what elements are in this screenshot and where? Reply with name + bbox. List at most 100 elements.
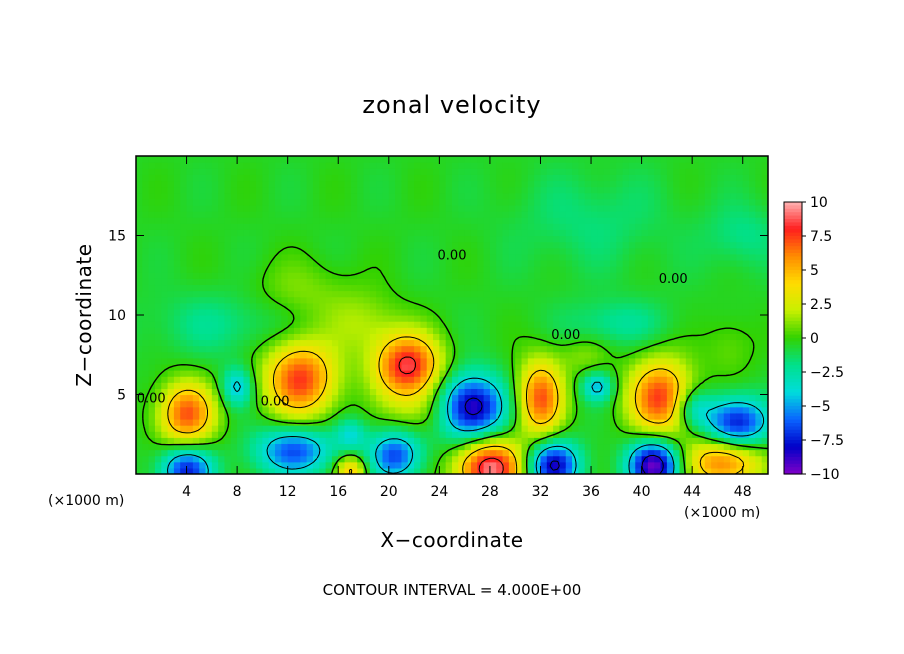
heatmap-cell xyxy=(452,168,459,175)
heatmap-cell xyxy=(635,223,643,230)
heatmap-cell xyxy=(186,363,194,371)
heatmap-cell xyxy=(616,363,624,371)
heatmap-cell xyxy=(148,302,156,310)
heatmap-cell xyxy=(540,156,548,163)
heatmap-cell xyxy=(136,308,143,316)
heatmap-cell xyxy=(211,296,219,304)
heatmap-cell xyxy=(483,229,491,237)
heatmap-cell xyxy=(199,284,207,292)
heatmap-cell xyxy=(616,296,624,304)
heatmap-cell xyxy=(256,296,263,304)
heatmap-cell xyxy=(483,241,491,249)
heatmap-cell xyxy=(388,278,396,286)
heatmap-cell xyxy=(679,290,687,298)
heatmap-cell xyxy=(414,339,421,347)
heatmap-cell xyxy=(414,229,421,237)
heatmap-cell xyxy=(433,235,440,243)
heatmap-cell xyxy=(584,198,592,206)
heatmap-cell xyxy=(325,278,333,286)
heatmap-cell xyxy=(136,211,143,218)
heatmap-cell xyxy=(666,400,674,408)
heatmap-cell xyxy=(237,394,245,402)
heatmap-cell xyxy=(452,339,459,347)
heatmap-cell xyxy=(230,406,238,414)
heatmap-cell xyxy=(363,321,371,328)
heatmap-cell xyxy=(319,259,327,267)
heatmap-cell xyxy=(376,204,384,212)
heatmap-cell xyxy=(357,431,365,438)
heatmap-cell xyxy=(730,278,737,286)
heatmap-cell xyxy=(319,253,327,261)
heatmap-cell xyxy=(142,425,150,432)
heatmap-cell xyxy=(350,394,358,402)
heatmap-cell xyxy=(565,290,573,298)
heatmap-cell xyxy=(224,162,232,169)
heatmap-cell xyxy=(439,186,447,194)
heatmap-cell xyxy=(616,461,624,469)
heatmap-cell xyxy=(603,211,611,218)
heatmap-cell xyxy=(186,321,194,328)
heatmap-cell xyxy=(685,229,693,237)
heatmap-cell xyxy=(527,156,535,163)
heatmap-cell xyxy=(211,198,219,206)
heatmap-cell xyxy=(300,406,308,414)
heatmap-cell xyxy=(344,351,352,359)
heatmap-cell xyxy=(294,449,301,457)
heatmap-cell xyxy=(382,339,390,347)
heatmap-cell xyxy=(704,321,712,328)
heatmap-cell xyxy=(546,351,554,359)
heatmap-cell xyxy=(167,192,175,200)
heatmap-cell xyxy=(635,241,643,249)
heatmap-cell xyxy=(578,357,586,365)
heatmap-cell xyxy=(275,425,282,432)
heatmap-cell xyxy=(382,363,390,371)
heatmap-cell xyxy=(641,400,649,408)
heatmap-cell xyxy=(654,455,662,463)
heatmap-cell xyxy=(736,229,744,237)
heatmap-cell xyxy=(262,253,270,261)
heatmap-cell xyxy=(237,247,245,255)
heatmap-cell xyxy=(679,412,687,420)
heatmap-cell xyxy=(287,327,295,334)
heatmap-cell xyxy=(224,308,232,316)
heatmap-cell xyxy=(647,204,655,212)
heatmap-cell xyxy=(294,394,301,402)
heatmap-cell xyxy=(641,412,649,420)
heatmap-cell xyxy=(730,455,737,463)
heatmap-cell xyxy=(628,156,636,163)
heatmap-cell xyxy=(470,388,478,396)
heatmap-cell xyxy=(654,247,662,255)
heatmap-cell xyxy=(673,217,681,224)
heatmap-cell xyxy=(433,241,440,249)
heatmap-cell xyxy=(376,217,384,224)
heatmap-cell xyxy=(224,235,232,243)
heatmap-cell xyxy=(452,253,459,261)
heatmap-cell xyxy=(395,412,403,420)
heatmap-cell xyxy=(173,235,181,243)
heatmap-cell xyxy=(458,174,466,182)
heatmap-cell xyxy=(496,211,504,218)
heatmap-cell xyxy=(692,162,700,169)
heatmap-cell xyxy=(730,418,737,426)
heatmap-cell xyxy=(452,333,459,341)
heatmap-cell xyxy=(628,449,636,457)
heatmap-cell xyxy=(458,223,466,230)
heatmap-cell xyxy=(464,259,472,267)
heatmap-cell xyxy=(730,259,737,267)
heatmap-cell xyxy=(300,461,308,469)
heatmap-cell xyxy=(704,308,712,316)
heatmap-cell xyxy=(616,223,624,230)
heatmap-cell xyxy=(325,204,333,212)
heatmap-cell xyxy=(338,400,346,408)
heatmap-cell xyxy=(382,162,390,169)
heatmap-cell xyxy=(521,437,529,445)
heatmap-cell xyxy=(553,174,561,182)
heatmap-cell xyxy=(357,394,365,402)
heatmap-cell xyxy=(559,388,567,396)
heatmap-cell xyxy=(736,382,744,389)
heatmap-cell xyxy=(186,437,194,445)
heatmap-cell xyxy=(180,272,188,279)
heatmap-cell xyxy=(685,290,693,298)
heatmap-cell xyxy=(496,235,504,243)
heatmap-cell xyxy=(730,253,737,261)
